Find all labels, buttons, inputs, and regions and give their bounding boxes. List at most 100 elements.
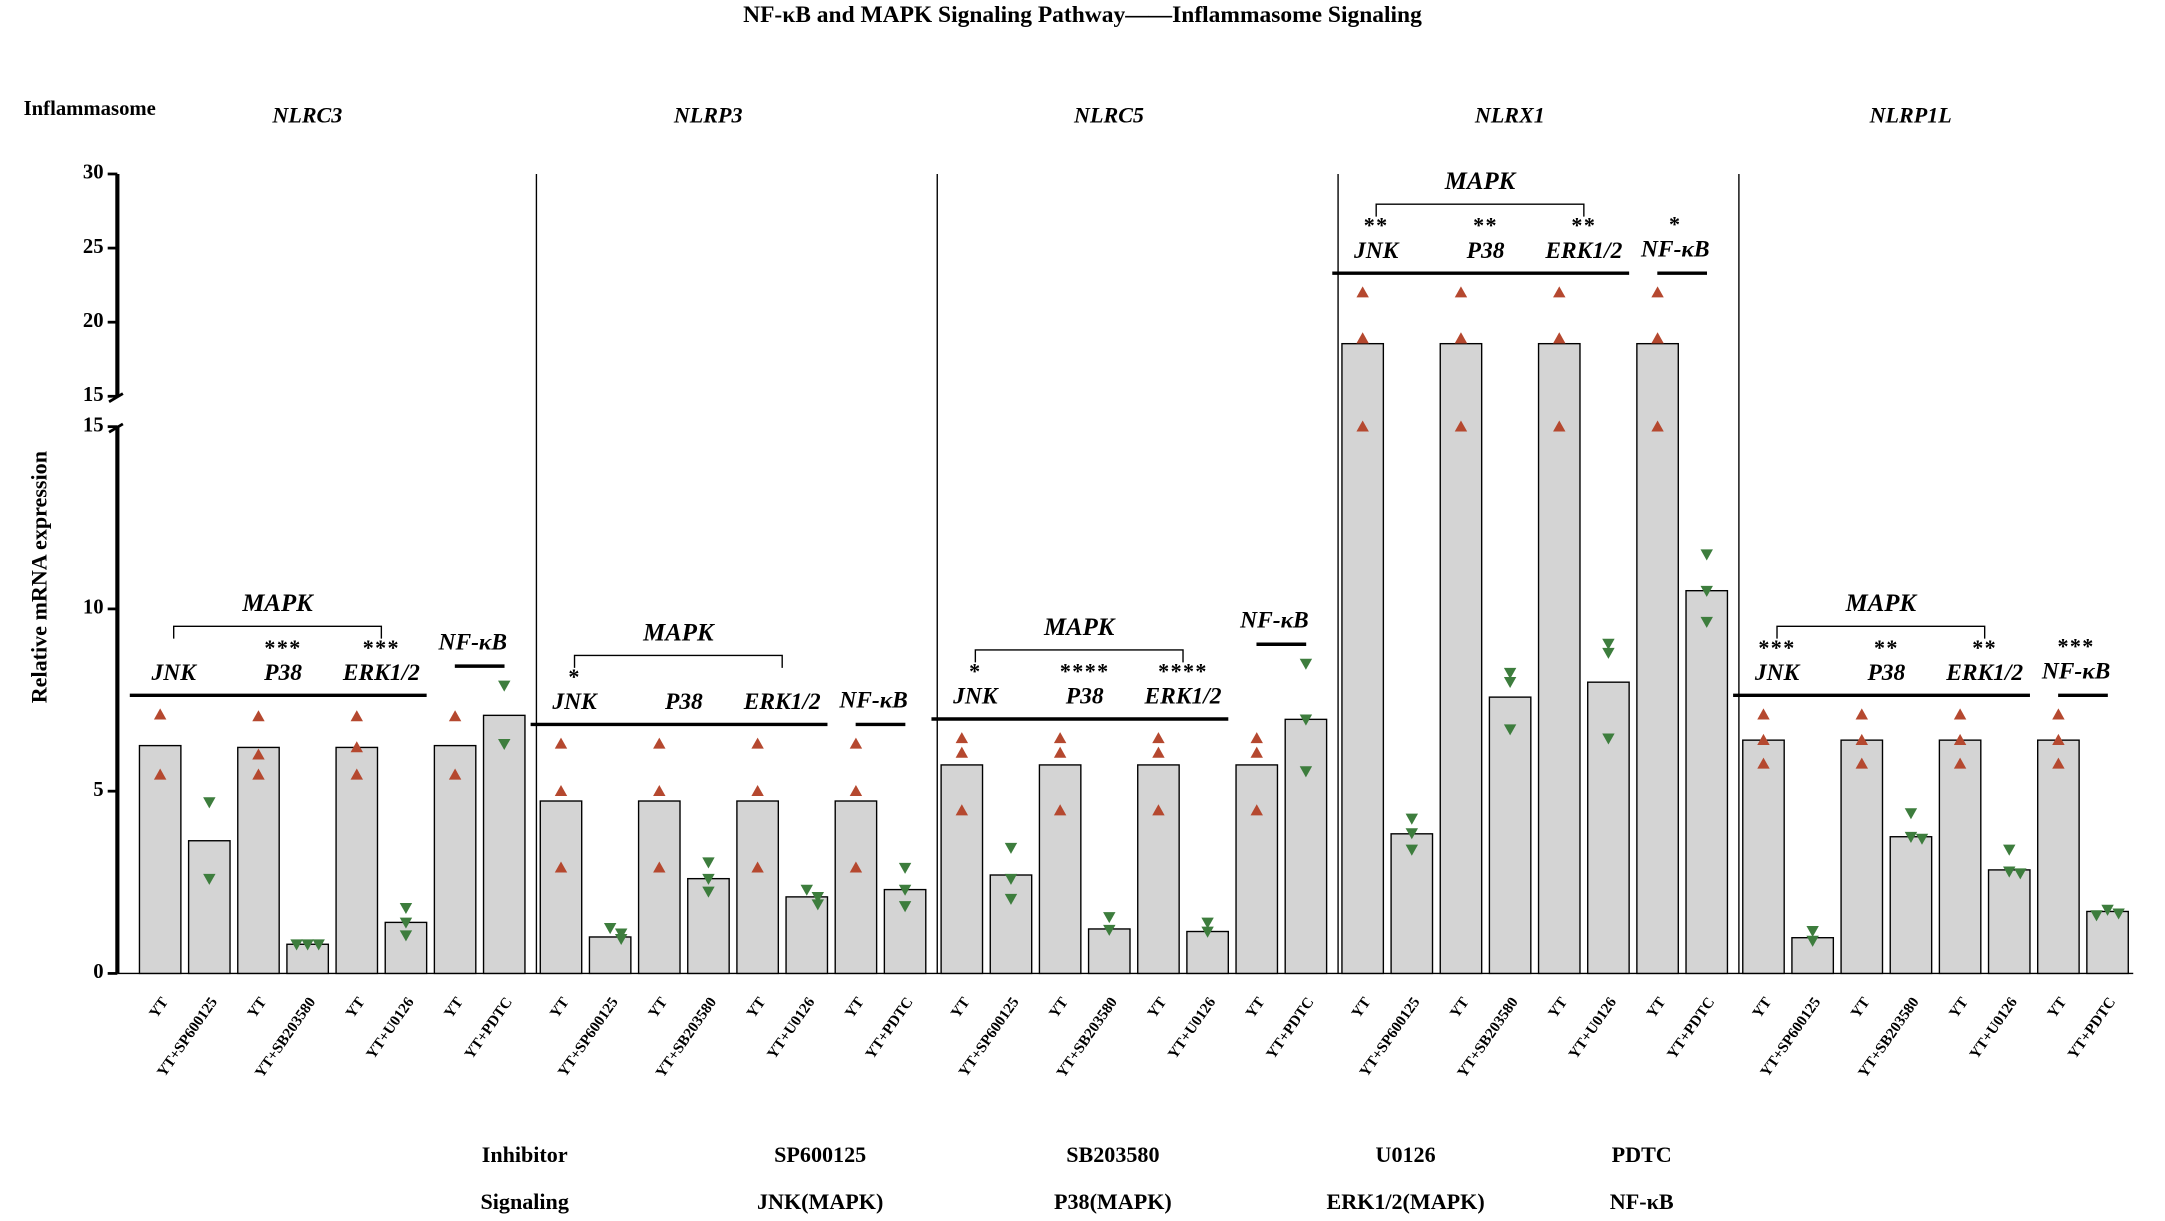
- bar: [834, 800, 878, 975]
- data-point: [312, 939, 325, 951]
- data-point: [1757, 757, 1770, 769]
- data-point: [1953, 708, 1967, 720]
- bar: [1439, 342, 1483, 975]
- data-point: [1250, 732, 1263, 744]
- data-point: [153, 768, 167, 780]
- bar: [2037, 739, 2080, 975]
- data-point: [1004, 873, 1018, 885]
- pathway-label: ERK1/2: [342, 660, 420, 686]
- x-tick-label: YT: [2044, 994, 2070, 1021]
- bar: [433, 744, 477, 975]
- table-cell: NF-κB: [1610, 1189, 1674, 1214]
- data-point: [448, 710, 462, 722]
- pathway-label: NF-κB: [1239, 608, 1309, 634]
- data-point: [1004, 842, 1018, 854]
- data-point: [955, 746, 969, 758]
- bar: [1488, 696, 1532, 975]
- table-cell: JNK(MAPK): [757, 1189, 883, 1214]
- data-point: [554, 784, 568, 797]
- x-tick-label: YT+PDTC: [1664, 994, 1719, 1062]
- data-point: [1201, 917, 1214, 929]
- data-point: [955, 804, 969, 816]
- bar: [1537, 342, 1581, 975]
- data-point: [1806, 925, 1819, 937]
- data-point: [2112, 908, 2125, 920]
- data-point: [448, 768, 462, 780]
- data-point: [849, 861, 863, 873]
- data-point: [252, 710, 265, 722]
- panel-title: NLRC3: [271, 102, 342, 127]
- x-tick-label: YT: [1946, 994, 1972, 1021]
- bar: [482, 714, 526, 975]
- data-point: [955, 732, 969, 744]
- pathway-label: ERK1/2: [1544, 238, 1622, 264]
- data-point: [153, 708, 167, 720]
- table-row-label: Inhibitor: [482, 1142, 568, 1167]
- data-point: [1553, 420, 1566, 432]
- pathway-label: MAPK: [642, 619, 715, 646]
- data-point: [1602, 733, 1615, 745]
- data-point: [2052, 708, 2065, 720]
- pathway-label: NF-κB: [1640, 237, 1710, 263]
- x-tick-label: YT: [1046, 994, 1072, 1021]
- bar: [1284, 718, 1328, 975]
- data-point: [1299, 714, 1313, 726]
- bar: [539, 800, 583, 975]
- data-point: [811, 892, 825, 904]
- data-point: [751, 861, 764, 873]
- x-tick-label: YT+PDTC: [862, 994, 917, 1062]
- significance-stars: **: [1571, 213, 1596, 238]
- x-tick-label: YT: [743, 994, 769, 1021]
- significance-stars: ***: [1758, 635, 1795, 660]
- data-point: [350, 768, 363, 780]
- data-point: [1700, 585, 1713, 597]
- data-point: [1299, 766, 1313, 778]
- bar: [637, 800, 681, 975]
- bar: [187, 840, 231, 975]
- x-tick-label: YT: [342, 994, 368, 1021]
- data-point: [2052, 757, 2065, 769]
- bar: [1938, 739, 1982, 975]
- bracket: [573, 654, 783, 668]
- data-point: [702, 886, 715, 898]
- data-point: [1602, 647, 1615, 659]
- bracket: [1375, 203, 1585, 217]
- data-point: [1855, 733, 1869, 745]
- bracket: [173, 625, 383, 639]
- data-point: [2003, 844, 2016, 856]
- x-tick-label: YT+U0126: [1165, 994, 1220, 1062]
- x-tick-label: YT+U0126: [1966, 994, 2021, 1062]
- x-tick-label: YT+U0126: [764, 994, 819, 1062]
- data-point: [1405, 828, 1419, 840]
- pathway-label: MAPK: [1444, 168, 1517, 195]
- y-tick-label: 0: [93, 961, 103, 983]
- data-point: [2003, 866, 2016, 878]
- pathway-label: JNK: [551, 689, 598, 715]
- data-point: [1953, 757, 1967, 769]
- data-point: [1503, 676, 1517, 689]
- data-point: [1553, 286, 1566, 298]
- x-tick-label: YT: [1447, 994, 1473, 1021]
- data-point: [554, 737, 568, 749]
- x-tick-label: YT: [1847, 994, 1873, 1021]
- y-tick-label: 15: [83, 414, 104, 436]
- significance-stars: ***: [2057, 633, 2094, 658]
- x-tick-label: YT: [1749, 994, 1775, 1021]
- significance-stars: **: [1364, 213, 1389, 238]
- data-point: [290, 939, 303, 951]
- pathway-label: JNK: [952, 684, 999, 710]
- panel-title: NLRX1: [1474, 102, 1545, 127]
- x-tick-label: YT: [1144, 994, 1170, 1021]
- data-point: [399, 917, 413, 929]
- data-point: [1700, 549, 1713, 561]
- table-cell: P38(MAPK): [1054, 1189, 1172, 1214]
- data-point: [1503, 667, 1517, 679]
- significance-stars: ****: [1060, 658, 1110, 683]
- pathway-label: JNK: [151, 660, 198, 686]
- x-tick-label: YT+PDTC: [461, 994, 516, 1062]
- bar: [2086, 910, 2129, 975]
- data-point: [614, 933, 628, 946]
- x-tick-label: YT: [244, 994, 270, 1021]
- pathway-label: MAPK: [1043, 614, 1116, 641]
- data-point: [1454, 332, 1468, 344]
